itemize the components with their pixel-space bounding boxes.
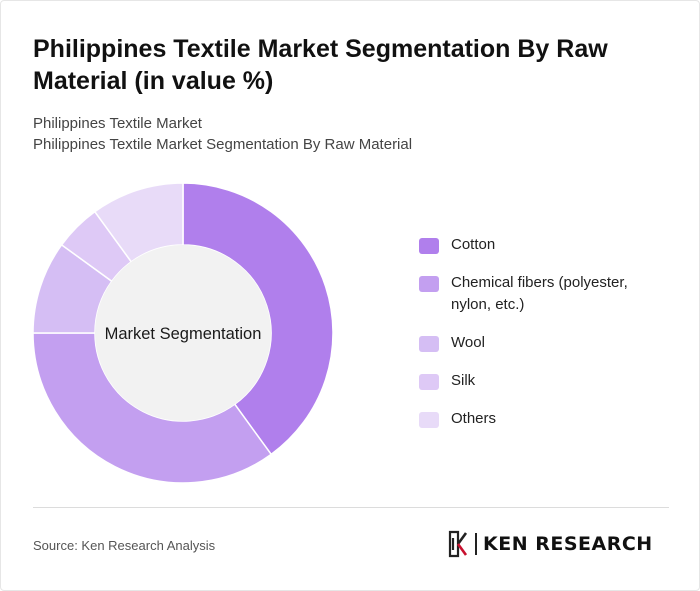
chart-legend: Cotton Chemical fibers (polyester, nylon,… [419,234,669,446]
legend-swatch [419,412,439,428]
footer-divider [33,507,669,508]
legend-swatch [419,336,439,352]
ken-research-logo-icon [448,530,468,558]
ken-research-logo: KEN RESEARCH [447,529,671,559]
legend-item-1: Cotton [419,234,669,256]
chart-subtitle-segmentation: Philippines Textile Market Segmentation … [33,136,413,153]
legend-item-2: Chemical fibers (polyester, nylon, etc.) [419,272,669,316]
legend-swatch [419,374,439,390]
legend-label: Silk [451,372,476,389]
donut-center-label: Market Segmentation [105,325,262,343]
legend-swatch [419,276,439,292]
donut-chart: Market Segmentation [32,182,334,484]
logo-wordmark: KEN RESEARCH [483,533,653,555]
legend-item-5: Others [419,408,669,430]
donut-hole [95,245,271,421]
legend-label: Chemical fibers (polyester, nylon, etc.) [451,274,628,313]
donut-slices [32,182,334,484]
logo-separator [475,533,477,555]
legend-swatch [419,238,439,254]
source-note: Source: Ken Research Analysis [33,538,216,553]
chart-title: Philippines Textile Market Segmentation … [33,35,608,95]
chart-subtitle-market: Philippines Textile Market [33,115,202,132]
legend-label: Cotton [451,236,496,253]
legend-label: Wool [451,334,485,351]
legend-item-3: Wool [419,332,669,354]
legend-label: Others [451,410,497,427]
legend-item-4: Silk [419,370,669,392]
